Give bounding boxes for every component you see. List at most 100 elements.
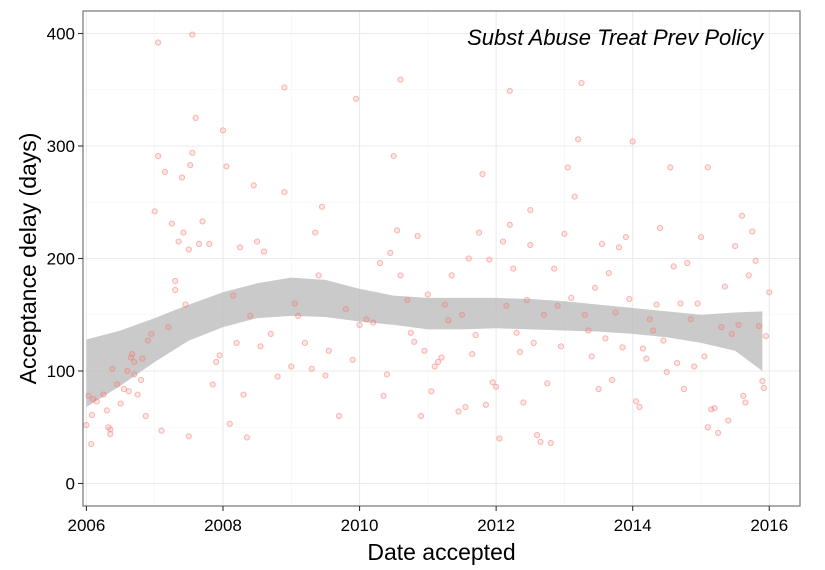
y-tick-label: 200	[47, 250, 75, 269]
data-point	[281, 84, 288, 91]
data-point	[674, 360, 681, 367]
data-point	[182, 301, 189, 308]
data-point	[527, 241, 534, 249]
data-point	[691, 363, 698, 370]
data-point	[93, 398, 100, 405]
data-point	[749, 228, 756, 235]
data-point	[407, 329, 414, 336]
smooth-confidence-band	[86, 277, 763, 407]
data-points	[83, 31, 773, 448]
data-point	[629, 138, 636, 145]
data-point	[677, 300, 684, 307]
data-point	[180, 229, 187, 236]
data-point	[732, 243, 739, 250]
data-point	[281, 189, 288, 196]
data-point	[704, 424, 711, 431]
data-point	[721, 283, 729, 290]
data-point	[120, 385, 128, 393]
data-point	[510, 265, 517, 272]
data-point	[142, 412, 149, 420]
data-point	[506, 221, 513, 228]
data-point	[144, 337, 151, 344]
data-point	[117, 400, 124, 407]
data-point	[643, 355, 650, 362]
data-point	[168, 220, 175, 227]
data-point	[318, 203, 326, 210]
data-point	[267, 330, 274, 337]
data-point	[387, 249, 394, 256]
data-point	[414, 232, 421, 240]
data-point	[575, 136, 582, 143]
data-point	[131, 371, 138, 378]
data-point	[161, 168, 168, 175]
data-point	[411, 338, 418, 345]
data-point	[482, 401, 489, 408]
data-point	[534, 432, 541, 439]
data-point	[165, 324, 172, 331]
data-point	[612, 309, 619, 316]
data-point	[189, 149, 196, 156]
data-point	[762, 333, 770, 340]
data-point	[725, 417, 732, 424]
data-point	[240, 391, 247, 398]
data-point	[609, 376, 616, 384]
data-point	[462, 403, 469, 411]
data-point	[394, 227, 401, 234]
data-point	[564, 164, 571, 171]
data-point	[530, 339, 537, 346]
x-tick-label: 2016	[750, 516, 788, 535]
data-point	[598, 240, 606, 247]
data-point	[421, 347, 428, 354]
data-point	[704, 164, 711, 171]
data-point	[223, 163, 230, 170]
data-point	[312, 229, 319, 236]
data-point	[711, 405, 718, 412]
data-point	[755, 322, 763, 330]
data-point	[633, 398, 640, 405]
data-point	[230, 292, 237, 299]
y-tick-label: 0	[66, 475, 75, 494]
data-point	[100, 391, 107, 398]
data-point	[592, 284, 599, 291]
data-point	[540, 311, 548, 318]
data-point	[185, 246, 192, 253]
data-point	[151, 208, 158, 215]
data-point	[458, 311, 466, 318]
data-point	[626, 295, 633, 303]
data-point	[448, 272, 455, 279]
data-point	[602, 335, 609, 342]
data-point	[588, 353, 595, 360]
data-point	[155, 153, 162, 160]
data-point	[435, 358, 442, 366]
data-point	[646, 316, 653, 323]
data-point	[571, 193, 578, 200]
data-point	[342, 306, 349, 313]
data-point	[735, 321, 742, 328]
data-point	[243, 434, 250, 441]
chart-title: Subst Abuse Treat Prev Policy	[467, 25, 765, 50]
x-axis-title: Date accepted	[367, 539, 515, 565]
data-point	[694, 300, 701, 307]
data-point	[185, 433, 192, 440]
data-point	[520, 399, 527, 406]
data-point	[88, 411, 96, 418]
data-point	[653, 301, 660, 308]
data-point	[523, 297, 531, 304]
data-point	[670, 263, 677, 270]
data-point	[397, 272, 404, 279]
data-point	[187, 162, 194, 169]
data-point	[206, 240, 213, 247]
data-point	[656, 225, 664, 232]
data-point	[88, 441, 95, 448]
data-point	[209, 381, 216, 388]
data-point	[85, 392, 92, 399]
data-point	[417, 412, 425, 420]
y-axis-title: Acceptance delay (days)	[15, 133, 41, 385]
data-point	[129, 351, 136, 358]
data-point	[383, 371, 390, 378]
data-point	[107, 426, 114, 433]
data-point	[738, 212, 746, 219]
data-point	[139, 355, 146, 362]
data-point	[325, 347, 332, 354]
